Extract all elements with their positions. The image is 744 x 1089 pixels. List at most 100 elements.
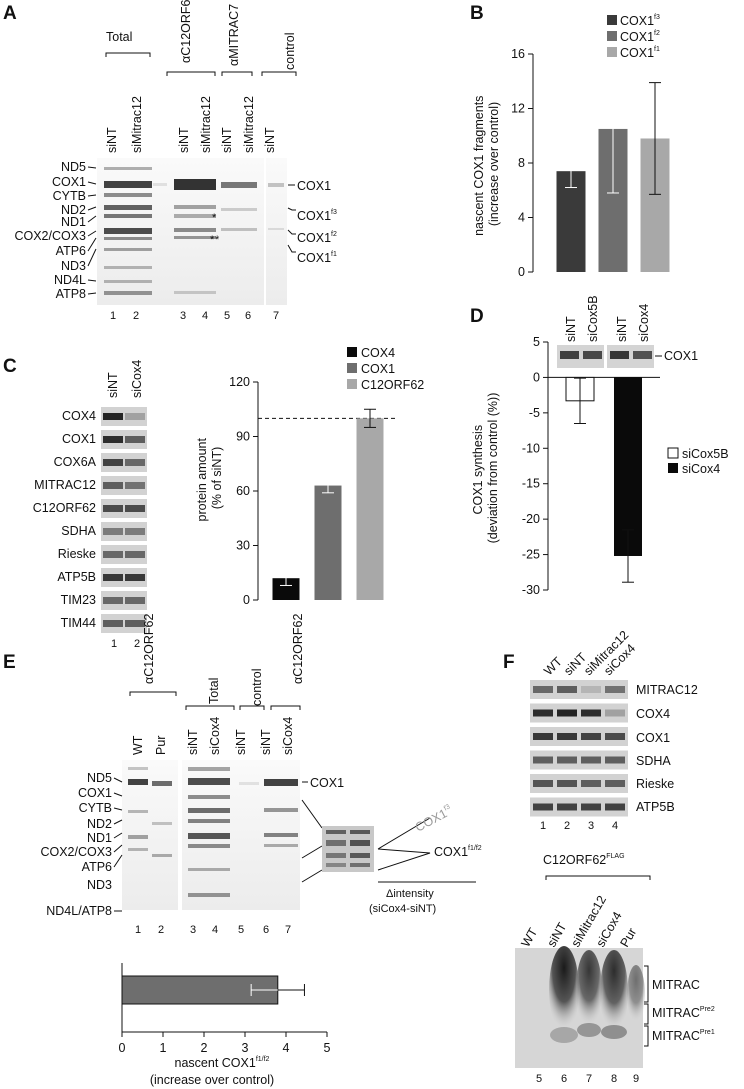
f-lane-b-wt: WT xyxy=(518,925,540,949)
panel-c: C siNT siCox4 COX4 COX1 COX6A MITRAC12 C… xyxy=(3,346,424,650)
d-legend-sicox4: siCox4 xyxy=(682,462,720,476)
a-lane-5: siNT xyxy=(220,127,234,153)
f-blot-band-0-0 xyxy=(533,686,553,693)
f-num-9: 9 xyxy=(633,1073,639,1085)
b-bars xyxy=(556,64,670,272)
c-prot-cox6a: COX6A xyxy=(54,455,97,469)
e-bracket-total xyxy=(185,705,235,710)
c-prot-c12orf62: C12ORF62 xyxy=(33,501,96,515)
a-num-4: 4 xyxy=(202,310,208,322)
c-blot-band-sicox4-1 xyxy=(125,436,145,443)
c-prot-atp5b: ATP5B xyxy=(57,570,96,584)
c-num-1: 1 xyxy=(111,638,117,650)
a-tick-f2 xyxy=(287,229,296,235)
c-blot-band-sicox4-9 xyxy=(125,620,145,627)
e-bracket-2 xyxy=(270,705,301,710)
bracket-c12orf62 xyxy=(166,71,216,76)
f-prot-mitrac12: MITRAC12 xyxy=(636,683,698,697)
c-legend-swatch-cox1 xyxy=(347,363,357,373)
c-lane-sicox4: siCox4 xyxy=(130,360,144,398)
a-band-ticks xyxy=(87,166,97,295)
f-blot-band-2-3 xyxy=(605,733,625,740)
f-blot-band-0-1 xyxy=(557,686,577,693)
e-axes: 0 1 2 3 4 5 xyxy=(119,963,331,1055)
y-tick-label-4: 16 xyxy=(511,47,525,61)
f-blot-band-0-2 xyxy=(581,686,601,693)
c-ylabel: protein amount (% of siNT) xyxy=(195,435,224,522)
bracket-total xyxy=(105,52,151,57)
d-legend-swatch-sicox5b xyxy=(667,447,679,459)
b-legend-swatch-f2 xyxy=(607,31,617,41)
c-legend-cox4: COX4 xyxy=(361,346,395,360)
c-blot-band-sint-5 xyxy=(103,528,123,535)
b-ylabel: nascent COX1 fragments (increase over co… xyxy=(472,92,501,236)
d-band-label: COX1 xyxy=(664,349,698,363)
bar-C12ORF62 xyxy=(356,418,384,600)
c-blots xyxy=(101,407,147,633)
d-blot-bands xyxy=(560,351,652,359)
y-tick-label-1: 0 xyxy=(533,370,540,384)
f-blot-band-1-2 xyxy=(581,709,601,717)
x-tick-label-0: 0 xyxy=(119,1041,126,1055)
c-prot-tim23: TIM23 xyxy=(61,593,96,607)
c-legend-swatch-cox4 xyxy=(347,347,357,357)
e-lane-1: WT xyxy=(131,735,145,755)
panel-e: E αC12ORF62 Total control αC12ORF62 WT P… xyxy=(3,614,482,1087)
f-blot-band-4-2 xyxy=(581,780,601,787)
panel-f-label: F xyxy=(503,652,515,673)
panel-b-label: B xyxy=(470,3,484,24)
c-blot-band-sint-3 xyxy=(103,482,123,489)
f-flag-bracket xyxy=(545,875,651,880)
a-num-1: 1 xyxy=(110,310,116,322)
a-lane-2: siMitrac12 xyxy=(130,96,144,153)
a-right-cox1f1: COX1f1 xyxy=(297,251,337,265)
e-lane-7: siCox4 xyxy=(281,717,295,755)
f-complex-mitrac: MITRAC xyxy=(652,978,700,992)
x-tick-label-5: 5 xyxy=(324,1041,331,1055)
c-blot-strip-4 xyxy=(101,499,147,518)
a-lane-3: siNT xyxy=(177,127,191,153)
x-tick-label-3: 3 xyxy=(242,1041,249,1055)
c-blot-band-sicox4-2 xyxy=(125,459,145,466)
a-band-nd4l: ND4L xyxy=(54,273,86,287)
e-xlabel-2: (increase over control) xyxy=(150,1073,274,1087)
c-blot-strip-5 xyxy=(101,522,147,541)
y-tick-label-4: 120 xyxy=(229,375,250,389)
f-complex-pre1: MITRACPre1 xyxy=(652,1029,715,1043)
y-tick-label-2: 60 xyxy=(236,484,250,498)
c-blot-strip-6 xyxy=(101,545,147,564)
a-right-cox1: COX1 xyxy=(297,179,331,193)
bracket-mitrac7 xyxy=(221,71,253,76)
a-band-cox1: COX1 xyxy=(52,175,86,189)
f-prot-atp5b: ATP5B xyxy=(636,800,675,814)
a-lane-4: siMitrac12 xyxy=(199,96,213,153)
f-blot-strip-1 xyxy=(530,703,628,723)
f-blot-band-3-1 xyxy=(557,756,577,764)
d-blot-right xyxy=(607,345,654,368)
d-ylabel: COX1 synthesis (deviation from control (… xyxy=(471,393,500,544)
x-tick-label-2: 2 xyxy=(201,1041,208,1055)
c-blot-strip-9 xyxy=(101,614,147,633)
a-num-3: 3 xyxy=(180,310,186,322)
f-num-3: 3 xyxy=(588,820,594,832)
f-lane-b-pur: Pur xyxy=(617,926,639,950)
e-lane-3: siNT xyxy=(186,729,200,755)
e-band-nd2: ND2 xyxy=(87,817,112,831)
c-legend-c12orf62: C12ORF62 xyxy=(361,378,424,392)
y-tick-label-5: -20 xyxy=(522,512,540,526)
f-blot-band-3-3 xyxy=(605,756,625,764)
a-asterisk-3: * xyxy=(215,234,220,246)
a-tick-f1 xyxy=(287,244,296,253)
a-band-nd3: ND3 xyxy=(61,259,86,273)
panel-e-label: E xyxy=(3,652,16,673)
c-blot-band-sint-9 xyxy=(103,620,123,627)
e-band-cox1: COX1 xyxy=(78,786,112,800)
f-blot-band-2-1 xyxy=(557,733,577,740)
c-blot-band-sint-0 xyxy=(103,413,123,420)
e-group-c12orf62-2: αC12ORF62 xyxy=(291,614,305,684)
e-band-nd4latp8: ND4L/ATP8 xyxy=(46,904,112,918)
e-bars xyxy=(121,975,305,1005)
d-lane-2: siCox5B xyxy=(586,295,600,342)
a-gel-splice xyxy=(264,158,266,305)
